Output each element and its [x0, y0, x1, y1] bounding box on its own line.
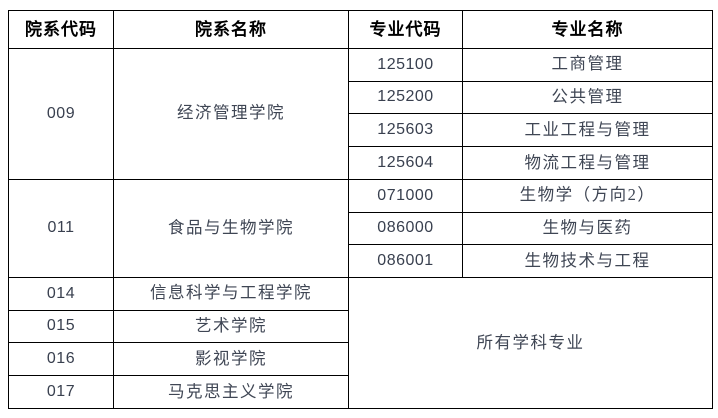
- major-name-cell: 生物学（方向2）: [462, 178, 713, 213]
- major-code-cell: 125200: [348, 80, 463, 115]
- major-code-cell: 086000: [348, 211, 463, 246]
- column-header-dept-name: 院系名称: [113, 10, 349, 49]
- dept-name-cell: 艺术学院: [113, 309, 349, 344]
- major-code-cell: 125603: [348, 113, 463, 148]
- dept-code-cell: 009: [8, 48, 114, 180]
- dept-code-cell: 014: [8, 277, 114, 311]
- dept-name-cell: 食品与生物学院: [113, 178, 349, 279]
- dept-code-cell: 011: [8, 178, 114, 279]
- major-code-cell: 071000: [348, 178, 463, 213]
- table-row: 125200 公共管理: [9, 80, 713, 115]
- column-header-major-code: 专业代码: [348, 10, 463, 49]
- dept-name-cell: 影视学院: [113, 342, 349, 377]
- table-row: 125604 物流工程与管理: [9, 146, 713, 180]
- table-row: 017 马克思主义学院: [8, 375, 713, 409]
- department-major-table: 院系代码 院系名称 专业代码 专业名称 009 经济管理学院 125100 工商…: [8, 10, 713, 409]
- major-name-cell: 工商管理: [462, 48, 713, 82]
- table-header: 院系代码 院系名称 专业代码 专业名称: [8, 10, 713, 49]
- table-header-row: 院系代码 院系名称 专业代码 专业名称: [8, 10, 713, 49]
- dept-code-cell: 016: [8, 342, 114, 377]
- column-header-dept-code: 院系代码: [8, 10, 114, 49]
- major-code-cell: 125100: [348, 48, 463, 82]
- major-name-cell: 物流工程与管理: [462, 146, 713, 180]
- table-row: 014 信息科学与工程学院 所有学科专业: [8, 277, 713, 409]
- table-row: 086001 生物技术与工程: [9, 244, 713, 279]
- major-name-cell: 生物与医药: [462, 211, 713, 246]
- dept-code-cell: 015: [8, 309, 114, 344]
- department-major-table-container: 院系代码 院系名称 专业代码 专业名称 009 经济管理学院 125100 工商…: [8, 10, 713, 409]
- dept-name-cell: 信息科学与工程学院: [113, 277, 349, 311]
- major-name-cell: 公共管理: [462, 80, 713, 115]
- table-row: 011 食品与生物学院 071000 生物学（方向2）: [8, 178, 713, 279]
- dept-name-cell: 经济管理学院: [113, 48, 349, 180]
- dept-name-cell: 马克思主义学院: [113, 375, 349, 409]
- table-row: 009 经济管理学院 125100 工商管理: [8, 48, 713, 180]
- column-header-major-name: 专业名称: [462, 10, 713, 49]
- major-code-cell: 086001: [348, 244, 463, 279]
- table-row: 125603 工业工程与管理: [9, 113, 713, 148]
- table-body: 009 经济管理学院 125100 工商管理 125200 公共管理 12560…: [8, 48, 713, 409]
- table-row: 015 艺术学院: [8, 309, 713, 344]
- major-code-cell: 125604: [348, 146, 463, 180]
- all-majors-merged-cell: 所有学科专业: [348, 277, 713, 409]
- table-row: 086000 生物与医药: [9, 211, 713, 246]
- dept-code-cell: 017: [8, 375, 114, 409]
- table-row: 016 影视学院: [8, 342, 713, 377]
- major-name-cell: 工业工程与管理: [462, 113, 713, 148]
- major-name-cell: 生物技术与工程: [462, 244, 713, 279]
